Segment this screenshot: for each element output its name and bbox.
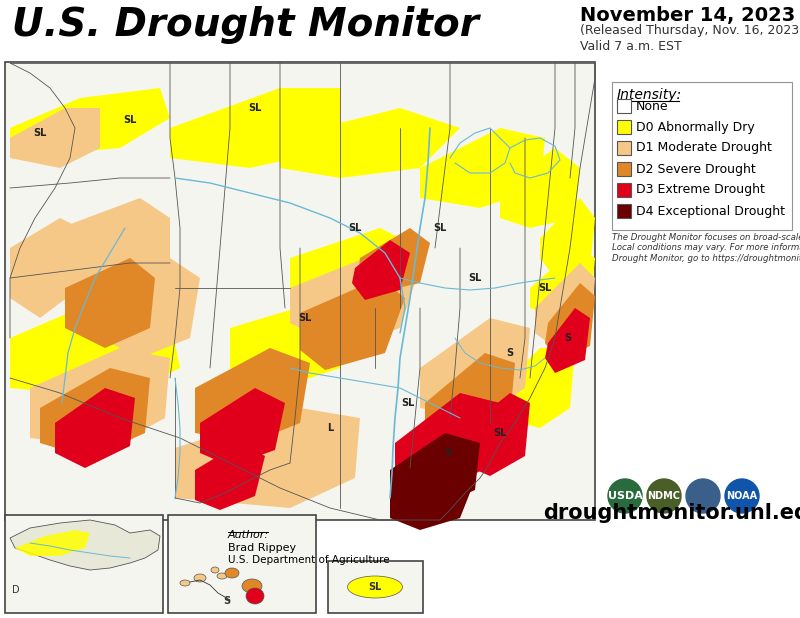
Text: D4 Exceptional Drought: D4 Exceptional Drought: [636, 205, 785, 218]
Polygon shape: [15, 530, 90, 556]
Polygon shape: [460, 393, 530, 476]
Text: SL: SL: [248, 103, 262, 113]
Polygon shape: [290, 248, 420, 348]
Text: SL: SL: [368, 582, 382, 592]
Text: (Released Thursday, Nov. 16, 2023): (Released Thursday, Nov. 16, 2023): [580, 24, 800, 37]
Polygon shape: [540, 198, 595, 278]
Polygon shape: [535, 263, 595, 348]
Text: None: None: [636, 99, 669, 112]
Text: NOAA: NOAA: [726, 491, 758, 501]
Text: November 14, 2023: November 14, 2023: [580, 6, 795, 25]
Ellipse shape: [242, 579, 262, 593]
Text: S: S: [506, 348, 514, 358]
Ellipse shape: [347, 576, 402, 598]
Polygon shape: [30, 348, 170, 448]
Bar: [612, 82, 792, 230]
Text: droughtmonitor.unl.edu: droughtmonitor.unl.edu: [542, 503, 800, 523]
Ellipse shape: [211, 567, 219, 573]
Polygon shape: [530, 248, 595, 318]
Text: Brad Rippey: Brad Rippey: [228, 543, 296, 553]
Text: SL: SL: [123, 115, 137, 125]
Text: D1 Moderate Drought: D1 Moderate Drought: [636, 142, 772, 154]
Polygon shape: [230, 298, 360, 388]
Text: Valid 7 a.m. EST: Valid 7 a.m. EST: [580, 40, 682, 53]
Text: SL: SL: [34, 128, 46, 138]
Polygon shape: [10, 520, 160, 570]
Bar: [5, 62, 595, 520]
Polygon shape: [545, 283, 595, 360]
Bar: [328, 561, 423, 613]
Circle shape: [608, 479, 642, 513]
Polygon shape: [300, 278, 405, 370]
Polygon shape: [395, 393, 500, 490]
Polygon shape: [280, 108, 460, 178]
Text: U.S. Department of Agriculture: U.S. Department of Agriculture: [228, 555, 390, 565]
Polygon shape: [40, 368, 150, 458]
Text: U.S. Drought Monitor: U.S. Drought Monitor: [12, 6, 479, 44]
Polygon shape: [545, 308, 590, 373]
Polygon shape: [10, 88, 170, 158]
Polygon shape: [420, 318, 530, 418]
Polygon shape: [170, 88, 340, 168]
Text: D3 Extreme Drought: D3 Extreme Drought: [636, 184, 765, 197]
Bar: [168, 515, 316, 613]
Text: SL: SL: [468, 273, 482, 283]
Text: SL: SL: [298, 313, 312, 323]
Circle shape: [725, 479, 759, 513]
Text: D0 Abnormally Dry: D0 Abnormally Dry: [636, 121, 754, 133]
Polygon shape: [490, 348, 575, 428]
Bar: [617, 162, 631, 176]
Polygon shape: [195, 348, 310, 443]
Bar: [617, 204, 631, 218]
Bar: [617, 141, 631, 155]
Polygon shape: [420, 128, 545, 208]
Polygon shape: [425, 353, 515, 443]
Text: D2 Severe Drought: D2 Severe Drought: [636, 163, 756, 176]
Polygon shape: [352, 240, 410, 300]
Text: S: S: [223, 596, 230, 606]
Polygon shape: [55, 388, 135, 468]
Polygon shape: [175, 408, 360, 508]
Ellipse shape: [194, 574, 206, 582]
Text: D: D: [12, 585, 20, 595]
Ellipse shape: [246, 588, 264, 604]
Text: NDMC: NDMC: [647, 491, 681, 501]
Polygon shape: [195, 443, 265, 510]
Text: SL: SL: [494, 428, 506, 438]
Text: S: S: [565, 333, 571, 343]
Circle shape: [647, 479, 681, 513]
Polygon shape: [200, 388, 285, 466]
Polygon shape: [358, 228, 430, 293]
Text: SL: SL: [402, 398, 414, 408]
Text: SL: SL: [538, 283, 552, 293]
Ellipse shape: [180, 580, 190, 586]
Polygon shape: [390, 433, 480, 510]
Polygon shape: [100, 258, 200, 358]
Circle shape: [686, 479, 720, 513]
Polygon shape: [390, 468, 475, 530]
Polygon shape: [10, 108, 100, 168]
Polygon shape: [10, 218, 80, 318]
Polygon shape: [65, 258, 155, 348]
Bar: [617, 120, 631, 134]
Ellipse shape: [217, 573, 227, 579]
Text: SL: SL: [434, 223, 446, 233]
Ellipse shape: [225, 568, 239, 578]
Bar: [617, 183, 631, 197]
Text: Intensity:: Intensity:: [617, 88, 682, 102]
Text: SL: SL: [348, 223, 362, 233]
Polygon shape: [290, 228, 420, 318]
Bar: [617, 99, 631, 113]
Polygon shape: [60, 198, 170, 308]
Text: USDA: USDA: [607, 491, 642, 501]
Text: The Drought Monitor focuses on broad-scale conditions.
Local conditions may vary: The Drought Monitor focuses on broad-sca…: [612, 233, 800, 263]
Text: S: S: [445, 448, 451, 458]
Text: L: L: [327, 423, 333, 433]
Text: Author:: Author:: [228, 530, 269, 540]
Polygon shape: [10, 308, 180, 398]
Bar: [5, 515, 163, 613]
Polygon shape: [500, 148, 580, 228]
